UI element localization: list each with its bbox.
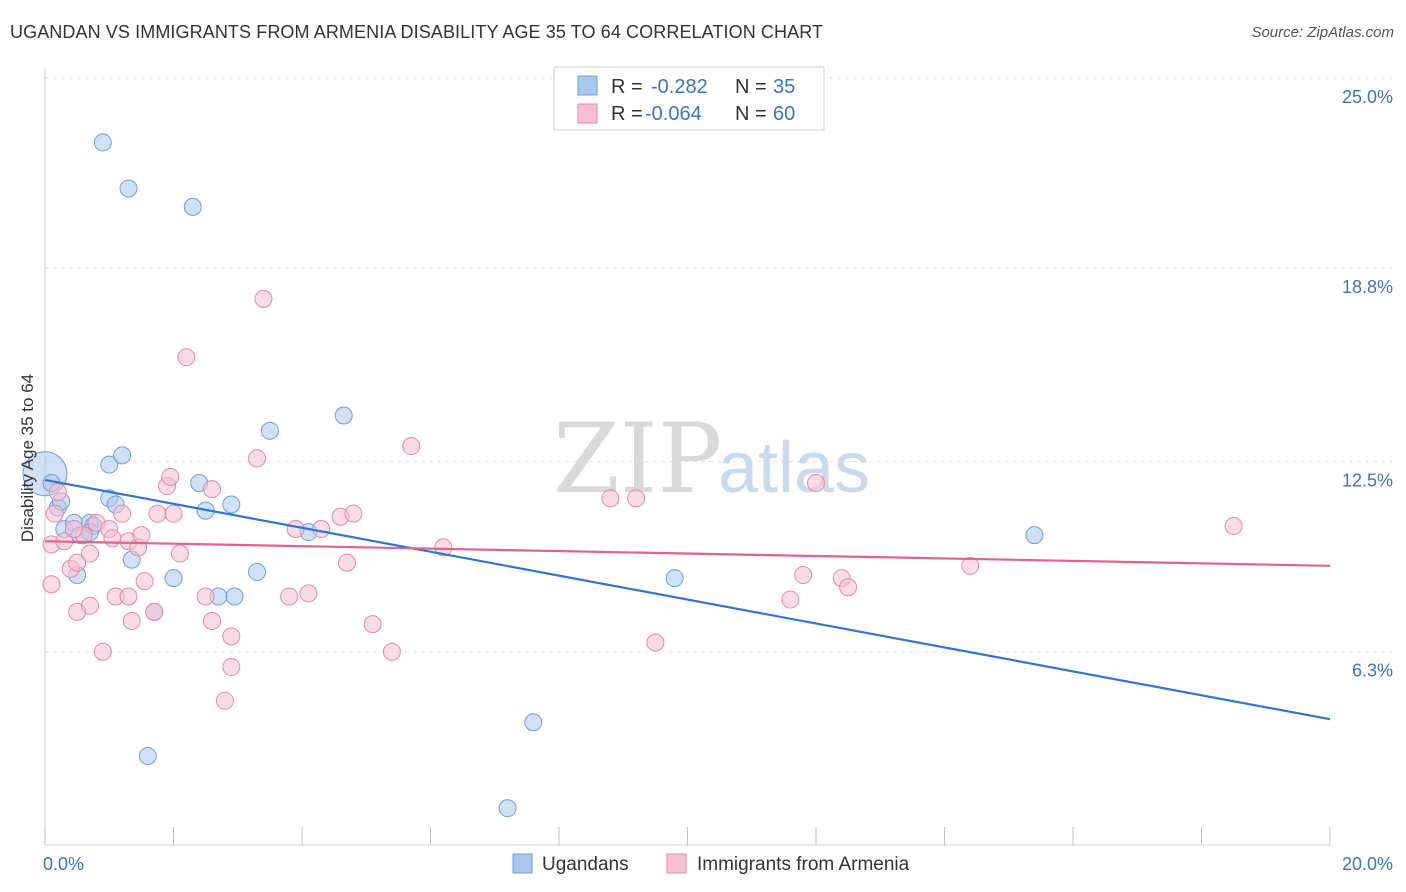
series-legend-label-armenia: Immigrants from Armenia xyxy=(697,854,910,875)
y-tick-label: 12.5% xyxy=(1342,471,1393,491)
watermark-atlas: atlas xyxy=(718,428,870,508)
armenia-point xyxy=(627,489,646,508)
armenia-point xyxy=(48,483,67,502)
ugandans-point xyxy=(183,197,202,216)
x-tick-label-end: 20.0% xyxy=(1342,854,1393,874)
series-legend-swatch-ugandans xyxy=(512,853,533,874)
armenia-point xyxy=(64,519,83,538)
trend-lines xyxy=(44,478,1331,721)
ugandans-point xyxy=(498,799,517,818)
ugandans-point xyxy=(119,179,138,198)
armenia-point xyxy=(45,504,64,523)
watermark: ZIP atlas xyxy=(553,403,870,515)
stats-legend: R = -0.282 N = 35 R = -0.064 N = 60 xyxy=(553,66,825,131)
armenia-point xyxy=(148,504,167,523)
armenia-point xyxy=(254,289,273,308)
armenia-point xyxy=(113,504,132,523)
ugandans-point xyxy=(248,562,267,581)
ugandans-point xyxy=(113,446,132,465)
armenia-point xyxy=(248,449,267,468)
ugandans-point xyxy=(260,421,279,440)
armenia-point xyxy=(80,544,99,563)
armenia-point xyxy=(177,348,196,367)
tick-labels: 6.3% 12.5% 18.8% 25.0% 0.0% 20.0% xyxy=(43,87,1393,874)
ugandans-trend-line xyxy=(44,478,1331,721)
armenia-point xyxy=(646,633,665,652)
x-tick-label-start: 0.0% xyxy=(43,854,84,874)
armenia-point xyxy=(1224,516,1243,535)
series-legend-label-ugandans: Ugandans xyxy=(542,854,629,875)
stats-legend-box xyxy=(553,66,825,131)
legend-n-label-2: N = xyxy=(735,103,767,125)
armenia-point xyxy=(122,612,141,631)
legend-r-value-1: -0.282 xyxy=(651,76,708,98)
armenia-point xyxy=(961,556,980,575)
armenia-point xyxy=(170,544,189,563)
ugandans-point xyxy=(164,569,183,588)
armenia-point xyxy=(280,587,299,606)
armenia-point xyxy=(222,627,241,646)
source-label: Source: ZipAtlas.com xyxy=(1251,24,1394,41)
armenia-point xyxy=(80,596,99,615)
armenia-point xyxy=(68,553,87,572)
armenia-point xyxy=(363,615,382,634)
ugandans-point xyxy=(225,587,244,606)
armenia-point xyxy=(196,587,215,606)
y-tick-label: 25.0% xyxy=(1342,87,1393,107)
gridlines xyxy=(45,77,1392,653)
ugandans-point xyxy=(665,569,684,588)
armenia-point xyxy=(312,519,331,538)
ugandans-point xyxy=(93,133,112,152)
armenia-point xyxy=(161,467,180,486)
legend-swatch-armenia xyxy=(577,103,598,124)
legend-r-value-2: -0.064 xyxy=(645,103,702,125)
armenia-point xyxy=(337,553,356,572)
legend-n-value-2: 60 xyxy=(773,103,795,125)
armenia-point xyxy=(601,489,620,508)
y-axis-label: Disability Age 35 to 64 xyxy=(18,374,37,542)
armenia-point xyxy=(103,529,122,548)
ugandans-point xyxy=(138,747,157,766)
data-points xyxy=(22,133,1243,818)
armenia-point xyxy=(203,480,222,499)
legend-swatch-ugandans xyxy=(577,75,598,96)
armenia-point xyxy=(93,642,112,661)
y-tick-label: 6.3% xyxy=(1352,661,1393,681)
series-legend: Ugandans Immigrants from Armenia xyxy=(512,853,910,875)
armenia-trend-line xyxy=(44,540,1331,567)
armenia-point xyxy=(132,526,151,545)
armenia-point xyxy=(434,538,453,557)
legend-n-label-1: N = xyxy=(735,76,767,98)
armenia-point xyxy=(781,590,800,609)
armenia-point xyxy=(119,587,138,606)
legend-r-label-1: R = xyxy=(611,76,643,98)
ugandans-point xyxy=(334,406,353,425)
armenia-point xyxy=(382,642,401,661)
armenia-point xyxy=(42,575,61,594)
legend-n-value-1: 35 xyxy=(773,76,795,98)
armenia-point xyxy=(203,612,222,631)
armenia-point xyxy=(299,584,318,603)
armenia-point xyxy=(215,691,234,710)
chart-title: UGANDAN VS IMMIGRANTS FROM ARMENIA DISAB… xyxy=(10,22,824,42)
ugandans-point xyxy=(1025,526,1044,545)
armenia-point xyxy=(402,437,421,456)
armenia-point xyxy=(344,504,363,523)
armenia-point xyxy=(145,602,164,621)
armenia-point xyxy=(286,519,305,538)
ugandans-point xyxy=(222,495,241,514)
armenia-point xyxy=(135,572,154,591)
legend-r-label-2: R = xyxy=(611,103,643,125)
ugandans-point xyxy=(100,455,119,474)
armenia-point xyxy=(222,658,241,677)
series-legend-swatch-armenia xyxy=(666,853,687,874)
armenia-point xyxy=(164,504,183,523)
armenia-point xyxy=(807,473,825,492)
armenia-point xyxy=(839,578,858,597)
ugandans-point xyxy=(524,713,543,732)
y-tick-label: 18.8% xyxy=(1342,277,1393,297)
armenia-point xyxy=(794,566,813,585)
